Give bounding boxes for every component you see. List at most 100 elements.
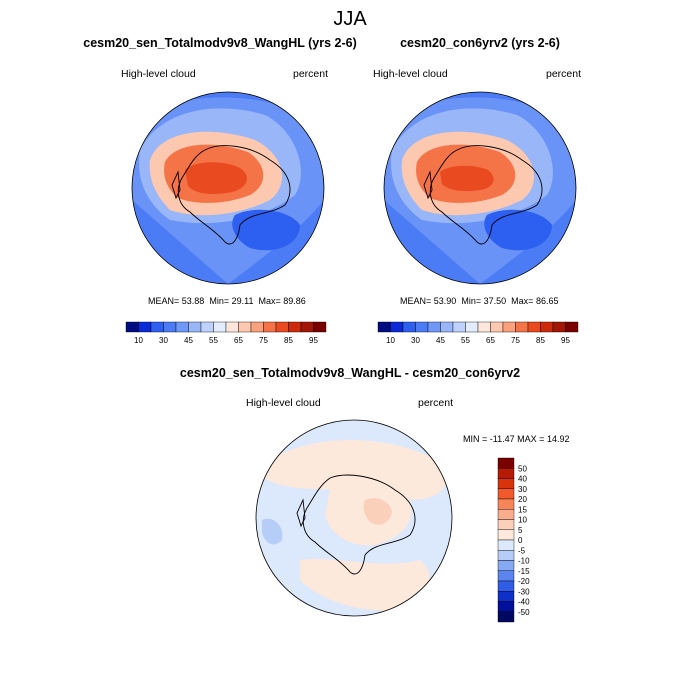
panel2-colorbar-tick-label: 75 — [511, 336, 520, 345]
panel2-colorbar: 10 30 45 55 65 75 85 95 — [377, 321, 579, 345]
panel1-colorbar-swatch — [200, 321, 214, 333]
panel3-map-border — [255, 419, 453, 617]
panel1-colorbar-swatch — [288, 321, 302, 333]
panel2-colorbar-swatch — [377, 321, 391, 333]
panel3-colorbar-swatch — [497, 550, 515, 561]
panel3-colorbar-swatch — [497, 570, 515, 582]
panel1-colorbar-tick-label: 55 — [209, 336, 218, 345]
panel3-colorbar-swatch — [497, 580, 515, 592]
panel1-colorbar-swatch — [275, 321, 289, 333]
panel3-colorbar-tick-label: -5 — [518, 546, 526, 555]
panel3-colorbar-tick-label: 40 — [518, 475, 527, 484]
panel2-colorbar-swatch — [552, 321, 566, 333]
panel3-colorbar-tick-label: -40 — [518, 598, 530, 607]
panel1-peninsula — [171, 170, 181, 200]
panel2-colorbar-tick-label: 30 — [411, 336, 420, 345]
figure-title: JJA — [333, 8, 367, 30]
panel2-colorbar-swatch — [390, 321, 404, 333]
panel3-colorbar-swatch — [497, 539, 515, 551]
panel1-map — [131, 91, 325, 285]
panel3-colorbar-swatch — [497, 591, 515, 602]
panel3-colorbar-tick-label: 20 — [518, 495, 527, 504]
panel1-colorbar-tick-label: 65 — [234, 336, 243, 345]
panel1-colorbar-swatch — [188, 321, 202, 333]
panel3-colorbar-swatch — [497, 498, 515, 510]
panel2-colorbar-swatch — [427, 321, 441, 333]
panel3-colorbar-swatch — [497, 509, 515, 520]
panel1-colorbar-swatch — [138, 321, 152, 333]
panel3-field-warm-south — [300, 558, 430, 611]
panel2-coastline — [429, 145, 543, 245]
panel1-colorbar-tick-label: 95 — [309, 336, 318, 345]
panel2-colorbar-swatch — [440, 321, 454, 333]
panel2-colorbar-tick-label: 55 — [461, 336, 470, 345]
panel1-field-cold — [232, 209, 300, 251]
panel1-colorbar-swatch — [163, 321, 177, 333]
panel3-peninsula — [296, 498, 306, 528]
panel3-colorbar-swatch — [497, 478, 515, 489]
panel1-colorbar-swatch — [225, 321, 239, 333]
panel3-colorbar-swatch — [497, 529, 515, 541]
panel3-field-warmer — [363, 498, 392, 525]
panel2-colorbar-swatch — [565, 321, 579, 333]
panel3-colorbar-tick-label: -20 — [518, 577, 530, 586]
panel3-colorbar-tick-label: -10 — [518, 557, 530, 566]
panel3-colorbar-tick-label: -30 — [518, 587, 530, 596]
panel2-colorbar-swatch — [477, 321, 491, 333]
panel2-field-cold — [484, 209, 552, 251]
panel2-colorbar-swatch — [515, 321, 529, 333]
panel1-colorbar: 10 30 45 55 65 75 85 95 — [125, 321, 327, 345]
panel3-colorbar-swatch — [497, 611, 515, 623]
panel3-colorbar-tick-label: 15 — [518, 505, 527, 514]
panel2-colorbar-swatch — [452, 321, 466, 333]
panel1-coastline — [177, 145, 291, 245]
panel2-title: cesm20_con6yrv2 (yrs 2-6) — [400, 36, 560, 50]
panel1-left-label: High-level cloud — [121, 68, 196, 80]
panel3-stats: MIN = -11.47 MAX = 14.92 — [463, 434, 570, 444]
panel1-field-hottest — [185, 162, 247, 194]
panel3-colorbar-tick-label: 10 — [518, 516, 527, 525]
panel3-left-label: High-level cloud — [246, 397, 321, 409]
panel1-right-label: percent — [293, 68, 329, 80]
panel2-colorbar-swatch — [502, 321, 516, 333]
panel2-colorbar-swatch — [465, 321, 479, 333]
panel1-colorbar-swatch — [150, 321, 164, 333]
panel2-colorbar-swatch — [527, 321, 541, 333]
panel1-colorbar-tick-label: 85 — [284, 336, 293, 345]
panel2-colorbar-swatch — [540, 321, 554, 333]
panel1-map-border — [131, 91, 325, 285]
panel3-colorbar-tick-label: 5 — [518, 526, 523, 535]
panel3-right-label: percent — [418, 397, 454, 409]
panel2-right-label: percent — [546, 68, 582, 80]
panel3-colorbar-tick-label: 50 — [518, 464, 527, 473]
panel1-colorbar-swatch — [250, 321, 264, 333]
panel2-stats: MEAN= 53.90 Min= 37.50 Max= 86.65 — [400, 296, 559, 306]
panel3-field-cool-west — [262, 518, 283, 545]
panel2-colorbar-tick-label: 45 — [436, 336, 445, 345]
panel1-colorbar-swatch — [175, 321, 189, 333]
panel3-colorbar-tick-label: -15 — [518, 567, 530, 576]
panel3-colorbar-swatch — [497, 560, 515, 571]
panel3-colorbar-swatch — [497, 457, 515, 469]
panel1-colorbar-swatch — [238, 321, 252, 333]
panel1-colorbar-swatch — [313, 321, 327, 333]
panel1-colorbar-swatch — [213, 321, 227, 333]
panel2-colorbar-tick-label: 65 — [486, 336, 495, 345]
panel3-colorbar-swatch — [497, 488, 515, 500]
panel3-map — [255, 419, 453, 617]
panel3-colorbar-tick-label: 30 — [518, 485, 527, 494]
panel3-title: cesm20_sen_Totalmodv9v8_WangHL - cesm20_… — [179, 366, 521, 380]
panel2-peninsula — [423, 170, 433, 200]
panel1-colorbar-tick-label: 75 — [259, 336, 268, 345]
panel2-map — [383, 91, 577, 285]
panel2-map-border — [383, 91, 577, 285]
panel1-colorbar-tick-label: 45 — [184, 336, 193, 345]
panel3-colorbar-tick-label: 0 — [518, 536, 523, 545]
panel2-colorbar-tick-label: 95 — [561, 336, 570, 345]
panel2-colorbar-swatch — [402, 321, 416, 333]
panel1-colorbar-swatch — [125, 321, 139, 333]
panel1-colorbar-tick-label: 30 — [159, 336, 168, 345]
panel3-colorbar-swatch — [497, 519, 515, 530]
panel3-colorbar-swatch — [497, 468, 515, 479]
